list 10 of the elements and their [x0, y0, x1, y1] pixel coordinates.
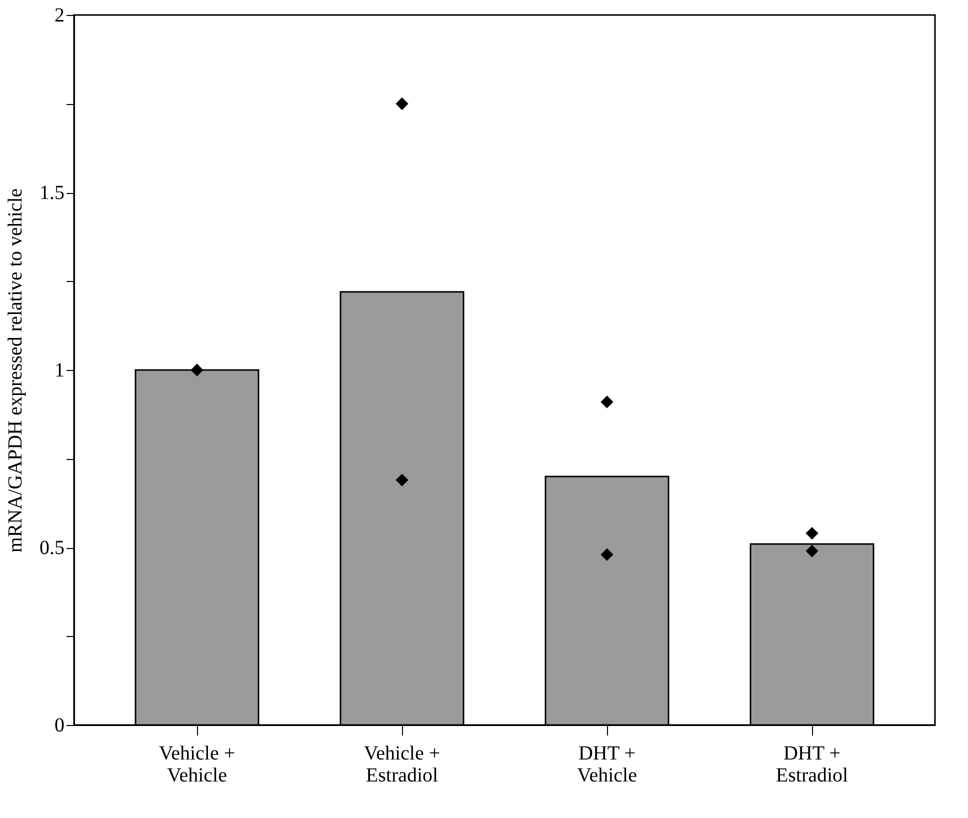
- y-tick-label: 1.5: [40, 182, 64, 204]
- y-tick-label: 1: [54, 360, 64, 382]
- y-tick-label: 0: [54, 714, 64, 736]
- x-tick-label: Vehicle + Estradiol: [364, 742, 440, 786]
- y-tick-label: 0.5: [40, 537, 64, 559]
- x-tick-label: DHT + Estradiol: [776, 742, 849, 786]
- x-tick-label: Vehicle + Vehicle: [158, 742, 236, 786]
- y-axis-title: mRNA/GAPDH expressed relative to vehicle: [4, 188, 26, 553]
- x-tick-label: DHT + Vehicle: [577, 742, 638, 786]
- y-tick-label: 2: [54, 4, 64, 26]
